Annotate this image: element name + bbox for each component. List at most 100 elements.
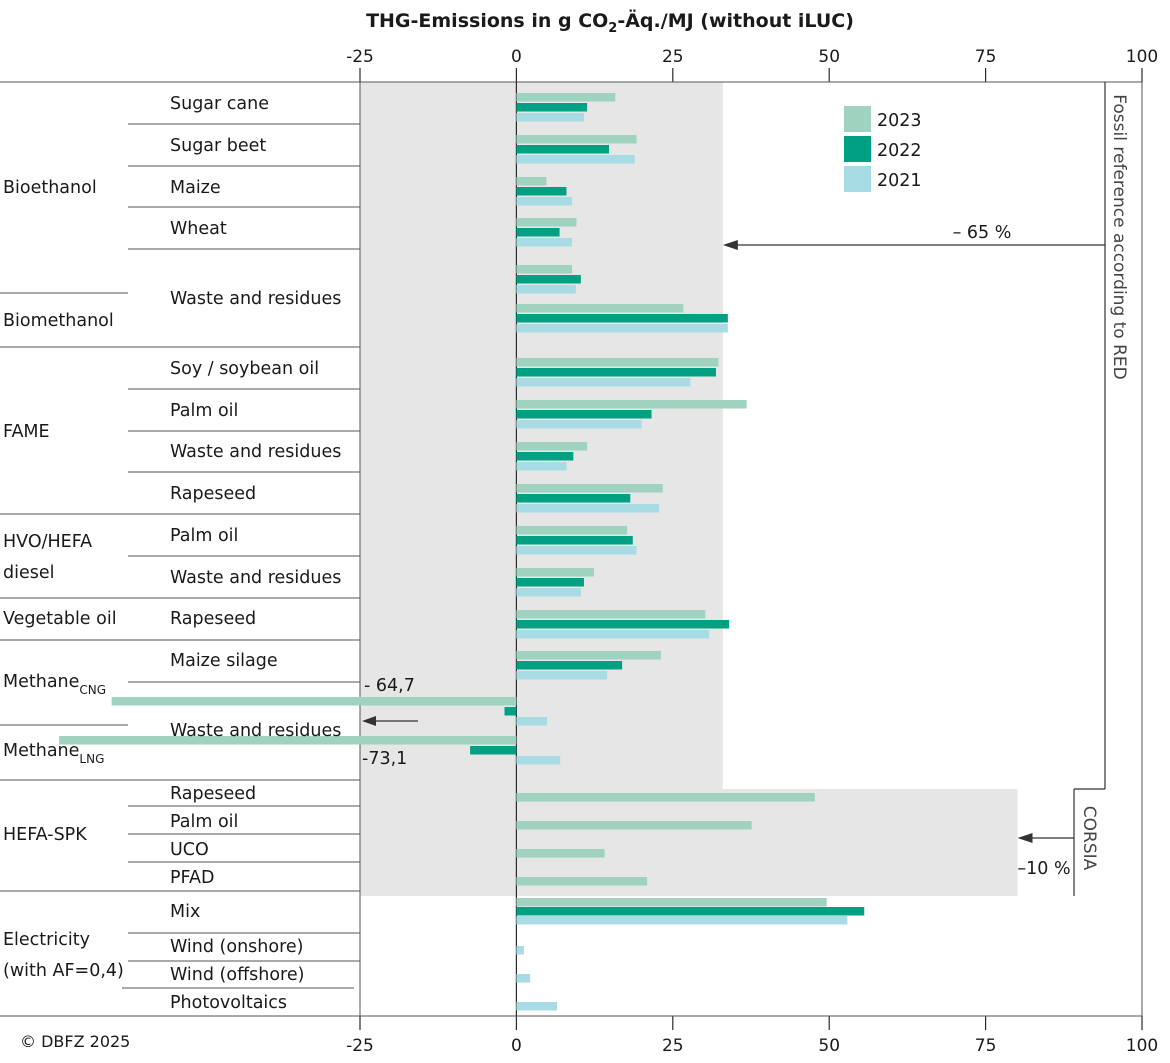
legend-swatch-2022 [844, 136, 871, 162]
bar-2023 [111, 697, 517, 706]
bar-2022 [516, 536, 633, 545]
red-reduction-label: – 65 % [953, 223, 1012, 243]
x-tick-label-top: 100 [1126, 47, 1158, 67]
bar-2022 [516, 452, 574, 461]
row-label: PFAD [170, 868, 214, 888]
bar-2021 [516, 462, 567, 471]
legend-label-2023: 2023 [877, 111, 922, 131]
bar-2022 [516, 314, 728, 323]
row-label: Palm oil [170, 401, 238, 421]
group-label-methane-lng: MethaneLNG [3, 741, 104, 766]
bar-2021 [516, 671, 608, 680]
x-tick-label-bottom: 100 [1126, 1036, 1158, 1056]
row-label: Wheat [170, 219, 227, 239]
bar-2023 [516, 568, 594, 577]
row-label: Palm oil [170, 812, 238, 832]
bar-2021 [516, 1002, 558, 1011]
bar-2021 [516, 717, 548, 726]
group-label-electricity: Electricity [3, 930, 90, 950]
group-label-hvo-hefa: HVO/HEFA [3, 532, 92, 552]
cng-value-label: - 64,7 [364, 676, 415, 696]
bar-2021 [516, 238, 573, 247]
bar-2023 [516, 526, 628, 535]
lng-value-label: -73,1 [362, 749, 407, 769]
bar-2022 [470, 746, 517, 755]
group-label-hefa-spk: HEFA-SPK [3, 825, 87, 845]
copyright: © DBFZ 2025 [20, 1032, 130, 1051]
bar-2023 [59, 736, 517, 745]
bar-2023 [516, 135, 637, 144]
row-label: Waste and residues [170, 568, 341, 588]
bar-2023 [516, 358, 719, 367]
bar-2021 [516, 946, 524, 955]
row-label: Wind (offshore) [170, 965, 304, 985]
bar-2021 [516, 285, 576, 294]
row-label: Rapeseed [170, 609, 256, 629]
bar-2022 [516, 410, 652, 419]
x-tick-label-bottom: 75 [975, 1036, 997, 1056]
chart-title: THG-Emissions in g CO2-Äq./MJ (without i… [366, 8, 854, 36]
bar-2022 [504, 707, 517, 716]
bar-2023 [516, 898, 827, 907]
bar-2021 [516, 324, 728, 333]
bar-2023 [516, 177, 547, 186]
bar-2022 [516, 228, 560, 237]
legend-label-2021: 2021 [877, 171, 922, 191]
corsia-arrow-head [1017, 833, 1033, 843]
bar-2023 [516, 849, 605, 858]
bar-2022 [516, 368, 716, 377]
bar-2021 [516, 197, 573, 206]
bar-2023 [516, 400, 747, 409]
bar-2023 [516, 304, 684, 313]
bars [59, 93, 865, 1011]
row-label: Mix [170, 902, 200, 922]
group-label-biomethanol: Biomethanol [3, 311, 114, 331]
bar-2022 [516, 103, 588, 112]
bar-2022 [516, 661, 623, 670]
row-label: Rapeseed [170, 784, 256, 804]
off-scale-arrow-head [362, 716, 376, 726]
bar-2023 [516, 442, 588, 451]
bar-2023 [516, 877, 648, 886]
legend-label-2022: 2022 [877, 141, 922, 161]
bar-2021 [516, 113, 584, 122]
bar-2022 [516, 578, 584, 587]
x-tick-label-top: -25 [346, 47, 374, 67]
bar-2023 [516, 821, 752, 830]
row-label: Waste and residues [170, 721, 341, 741]
labels: THG-Emissions in g CO2-Äq./MJ (without i… [3, 8, 1158, 1056]
row-label: Wind (onshore) [170, 937, 304, 957]
bar-2022 [516, 494, 631, 503]
bar-2021 [516, 546, 637, 555]
bar-2023 [516, 93, 616, 102]
bar-2022 [516, 145, 609, 154]
group-label-fame: FAME [3, 422, 50, 442]
bar-2021 [516, 630, 710, 639]
row-label: Photovoltaics [170, 993, 287, 1013]
bar-2023 [516, 793, 815, 802]
bar-2021 [516, 916, 848, 925]
corsia-threshold-region [360, 789, 1018, 896]
bar-2021 [516, 974, 531, 983]
row-label: Sugar cane [170, 94, 269, 114]
legend-swatch-2023 [844, 106, 871, 132]
bar-2023 [516, 610, 706, 619]
bar-2022 [516, 907, 865, 916]
x-tick-label-bottom: -25 [346, 1036, 374, 1056]
bar-2021 [516, 588, 581, 597]
corsia-label: CORSIA [1079, 806, 1099, 871]
x-tick-label-top: 50 [818, 47, 840, 67]
group-label-vegetable-oil: Vegetable oil [3, 609, 117, 629]
bar-2022 [516, 187, 567, 196]
bar-2023 [516, 218, 577, 227]
x-tick-label-bottom: 0 [511, 1036, 522, 1056]
row-separators [0, 68, 1143, 1030]
bar-2021 [516, 420, 642, 429]
group-label-hvo-hefa: diesel [3, 563, 54, 583]
bar-2022 [516, 275, 581, 284]
bar-2021 [516, 155, 635, 164]
x-tick-label-bottom: 50 [818, 1036, 840, 1056]
corsia-reduction-label: –10 % [1017, 859, 1070, 879]
row-label: UCO [170, 840, 209, 860]
bar-2021 [516, 756, 561, 765]
